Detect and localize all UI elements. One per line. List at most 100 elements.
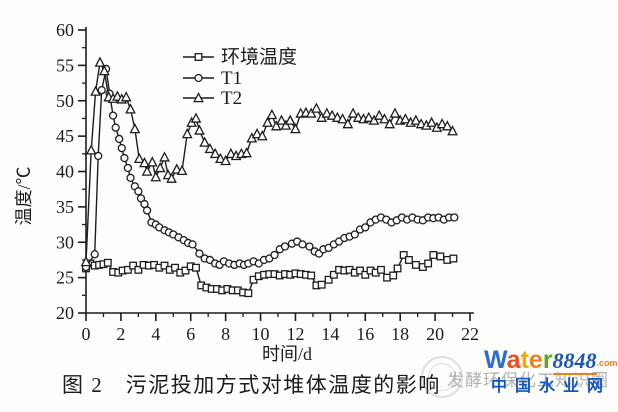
square-marker (399, 251, 408, 259)
circle-marker (298, 240, 307, 249)
square-marker (194, 53, 203, 61)
square-marker (356, 266, 364, 275)
y-tick-label: 55 (56, 55, 74, 75)
circle-marker (115, 134, 124, 144)
y-tick-label: 40 (56, 162, 74, 182)
square-marker (317, 280, 326, 289)
square-marker (429, 251, 438, 259)
triangle-marker (98, 65, 110, 76)
triangle-marker (337, 113, 348, 124)
x-tick-label: 4 (151, 324, 160, 344)
triangle-marker (133, 152, 145, 164)
square-marker (424, 259, 433, 268)
triangle-marker (373, 109, 385, 120)
triangle-marker (400, 113, 411, 124)
triangle-marker (181, 128, 193, 139)
square-marker (171, 263, 179, 272)
square-marker (181, 266, 190, 275)
y-axis-title: 温度/℃ (14, 166, 34, 225)
circle-marker (117, 144, 126, 153)
circle-marker (305, 242, 314, 251)
circle-marker (94, 151, 103, 161)
y-tick-label: 60 (56, 20, 74, 40)
square-marker (324, 275, 333, 284)
triangle-marker (141, 165, 153, 176)
triangle-marker (426, 116, 437, 127)
square-marker (361, 270, 370, 279)
square-marker (404, 255, 413, 264)
triangle-marker (85, 144, 97, 155)
y-tick-label: 50 (56, 91, 74, 111)
triangle-marker (270, 120, 282, 131)
figure-caption: 图 2 污泥投加方式对堆体温度的影响 (62, 373, 441, 397)
triangle-marker (120, 91, 132, 102)
site-name-watermark: 中国水业网 (491, 378, 612, 395)
triangle-marker (241, 147, 252, 158)
square-marker (411, 260, 420, 269)
triangle-marker (368, 114, 380, 125)
x-tick-label: 12 (286, 324, 304, 344)
triangle-marker (326, 109, 338, 120)
water8848-domain-suffix: .com (596, 358, 618, 368)
circle-marker (134, 187, 143, 196)
y-tick-label: 35 (56, 197, 74, 217)
triangle-marker (251, 128, 263, 139)
x-tick-label: 8 (221, 324, 230, 344)
series-t1 (81, 64, 459, 272)
triangle-marker (159, 151, 170, 162)
square-marker (449, 254, 458, 263)
triangle-marker (363, 111, 375, 122)
square-marker (103, 258, 112, 267)
x-tick-label: 20 (426, 324, 444, 344)
water8848-word: Water (484, 346, 553, 374)
square-marker (377, 265, 385, 274)
triangle-marker (129, 123, 141, 134)
y-tick-label: 20 (56, 303, 74, 323)
x-tick-label: 0 (82, 324, 91, 344)
logo-letter: t (520, 346, 529, 374)
circle-marker (142, 206, 152, 215)
square-marker (129, 261, 138, 270)
triangle-marker (139, 157, 150, 168)
triangle-marker (256, 130, 268, 141)
x-tick-label: 16 (356, 324, 374, 344)
circle-marker (450, 213, 459, 222)
triangle-marker (389, 107, 401, 118)
x-axis-title: 时间/d (262, 344, 312, 364)
circle-marker (120, 153, 129, 163)
triangle-marker (436, 118, 448, 129)
water8848-number: 8848 (552, 348, 597, 375)
y-tick-label: 25 (56, 268, 74, 288)
circle-marker (350, 230, 359, 239)
triangle-marker (90, 85, 101, 96)
watermark-faint-text: 发酵环保化工知识圈 (447, 371, 609, 390)
circle-marker (126, 173, 135, 183)
circle-marker (90, 250, 99, 259)
triangle-marker (204, 142, 216, 154)
legend-label: 环境温度 (221, 46, 297, 68)
x-tick-label: 2 (116, 324, 125, 344)
triangle-marker (441, 120, 453, 131)
triangle-marker (410, 114, 422, 125)
logo-letter: W (484, 346, 507, 374)
triangle-marker (321, 107, 333, 118)
x-axis: 0 2 4 6 8 10 12 14 16 18 20 22 (82, 313, 479, 344)
square-marker (192, 263, 200, 272)
circle-marker (194, 73, 203, 83)
circle-marker (111, 123, 120, 132)
circle-marker (123, 163, 133, 173)
triangle-marker (311, 102, 322, 113)
triangle-marker (276, 114, 287, 125)
circle-marker (97, 85, 106, 95)
x-tick-label: 14 (321, 324, 339, 344)
triangle-marker (342, 118, 354, 129)
circle-marker (361, 223, 370, 232)
series-t2 (80, 56, 458, 267)
triangle-marker (384, 118, 396, 129)
triangle-marker (280, 119, 292, 130)
y-tick-label: 30 (56, 232, 74, 252)
circle-marker (108, 111, 118, 120)
water8848-logo: Water8848.com (484, 346, 618, 375)
legend-label: T1 (221, 68, 242, 89)
